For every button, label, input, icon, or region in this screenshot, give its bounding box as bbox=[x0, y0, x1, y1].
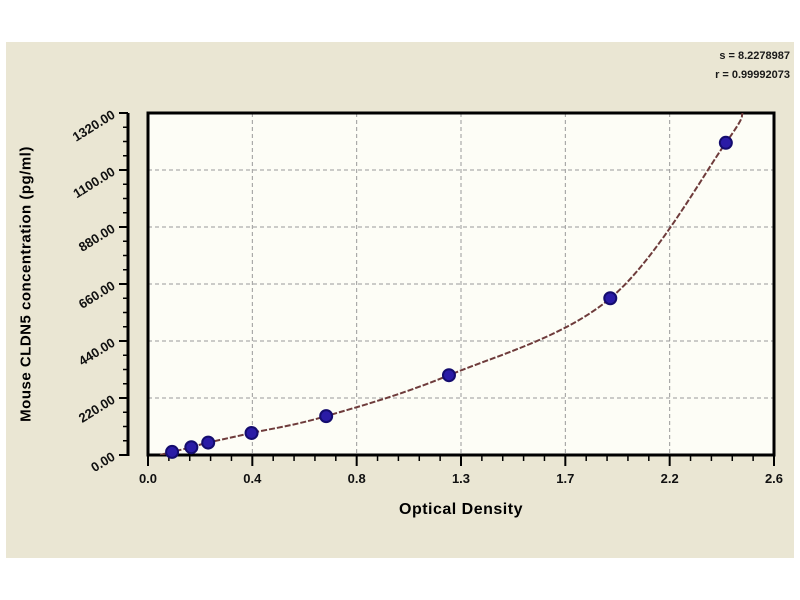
x-tick-label: 1.3 bbox=[452, 471, 470, 486]
y-tick-label: 220.00 bbox=[76, 392, 118, 426]
x-tick-label: 0.8 bbox=[348, 471, 366, 486]
data-point bbox=[184, 440, 199, 455]
y-tick-label: 1320.00 bbox=[70, 107, 118, 145]
x-tick-label: 2.2 bbox=[661, 471, 679, 486]
data-point bbox=[165, 444, 180, 459]
y-tick-label: 440.00 bbox=[76, 335, 118, 369]
y-tick-label: 1100.00 bbox=[70, 164, 117, 201]
stat-r-value: r = 0.99992073 bbox=[715, 69, 790, 81]
data-point bbox=[603, 291, 618, 306]
data-point bbox=[319, 409, 334, 424]
data-point bbox=[244, 425, 259, 440]
x-axis-title: Optical Density bbox=[399, 501, 523, 518]
fit-statistics: s = 8.2278987 r = 0.99992073 bbox=[715, 47, 790, 85]
stat-s-value: s = 8.2278987 bbox=[719, 50, 790, 62]
x-tick-label: 0.0 bbox=[139, 471, 157, 486]
plot-frame bbox=[146, 111, 776, 457]
x-tick-label: 1.7 bbox=[556, 471, 574, 486]
y-tick-label: 880.00 bbox=[76, 221, 118, 255]
data-point bbox=[201, 435, 216, 450]
x-tick-label: 0.4 bbox=[243, 471, 262, 486]
x-tick-label: 2.6 bbox=[765, 471, 783, 486]
y-tick-label: 0.00 bbox=[88, 449, 117, 475]
data-point bbox=[718, 135, 733, 150]
data-point bbox=[441, 368, 456, 383]
y-tick-label: 660.00 bbox=[76, 278, 118, 312]
